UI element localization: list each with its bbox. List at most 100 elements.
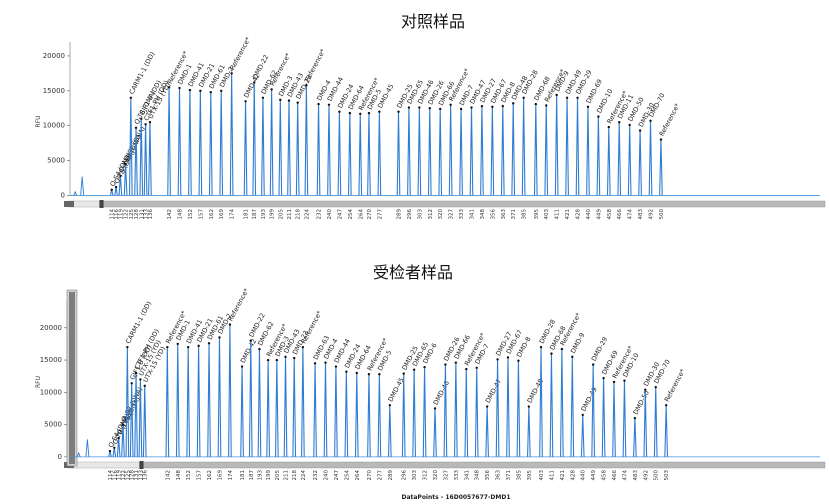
size-label: 133 — [144, 209, 150, 220]
size-label: 303 — [417, 209, 423, 220]
peak-marker — [581, 413, 584, 417]
size-label: 363 — [501, 209, 507, 220]
peak-marker — [317, 102, 320, 106]
peak-marker — [199, 89, 202, 93]
size-label: 169 — [217, 470, 223, 481]
peak-56 — [648, 120, 653, 196]
peak-11 — [175, 343, 180, 457]
peak-label: DMD-50 — [632, 389, 651, 416]
size-label: 119 — [117, 470, 123, 481]
peak-33 — [407, 107, 411, 196]
peak-marker — [108, 449, 112, 453]
peak-marker — [565, 96, 569, 99]
size-label: 142 — [165, 470, 171, 481]
peak-18 — [248, 340, 253, 457]
y-tick-label: 15000 — [40, 356, 62, 364]
peak-7 — [134, 372, 138, 457]
peak-marker — [197, 344, 200, 348]
peak-marker — [654, 385, 657, 389]
peak-marker — [402, 372, 405, 375]
vertical-scroll-thumb[interactable] — [69, 292, 75, 464]
peak-marker — [527, 405, 531, 408]
scale-bar-start-block[interactable] — [64, 201, 74, 207]
size-label: 277 — [377, 209, 383, 220]
size-label: 458 — [607, 209, 613, 220]
peak-marker — [110, 188, 113, 192]
peak-marker — [287, 99, 291, 102]
peak-marker — [305, 84, 308, 87]
peak-20 — [269, 89, 274, 196]
peak-22 — [287, 100, 291, 196]
peak-35 — [427, 108, 432, 196]
size-label: 341 — [464, 470, 470, 481]
size-label: 119 — [118, 209, 124, 220]
scale-bar-left — [67, 461, 140, 469]
peak-31 — [377, 111, 382, 196]
size-label: 142 — [167, 209, 173, 220]
peak-label: DMD-29 — [590, 336, 609, 363]
y-tick-label: 0 — [61, 191, 65, 199]
peak-16 — [228, 324, 232, 457]
size-label: 114 — [110, 209, 116, 220]
size-label: 199 — [266, 470, 272, 481]
peak-16 — [229, 73, 234, 196]
size-label: 466 — [617, 209, 623, 220]
peak-marker — [644, 388, 647, 391]
peak-43 — [506, 357, 510, 457]
peak-29 — [358, 113, 363, 196]
size-label: 348 — [475, 470, 481, 481]
size-label: 474 — [622, 470, 628, 481]
peak-label: Reference* — [303, 47, 327, 83]
peak-44 — [521, 97, 526, 196]
size-label: 411 — [555, 209, 561, 220]
peak-55 — [638, 130, 642, 196]
size-label: 157 — [198, 209, 204, 220]
size-label: 270 — [367, 209, 373, 220]
peak-49 — [570, 356, 575, 457]
peak-marker — [633, 416, 637, 420]
peak-marker — [367, 373, 371, 376]
size-label: 449 — [596, 209, 602, 220]
scale-bar-handle[interactable] — [99, 200, 104, 208]
size-label: 193 — [257, 470, 263, 481]
size-label: 247 — [337, 209, 343, 220]
size-label: 254 — [348, 209, 354, 220]
peak-30 — [367, 374, 371, 457]
peak-50 — [580, 414, 585, 457]
peak-37 — [443, 364, 448, 457]
peak-label: Reference* — [227, 286, 251, 322]
y-tick-label: 5000 — [47, 157, 65, 165]
peak-marker — [266, 358, 270, 362]
size-label: 264 — [355, 470, 361, 481]
peak-marker — [167, 86, 171, 89]
peak-55 — [633, 418, 637, 457]
peak-57 — [659, 139, 663, 196]
size-label: 128 — [130, 470, 136, 481]
size-label: 403 — [539, 470, 545, 481]
peak-47 — [554, 94, 559, 196]
scale-bar-handle[interactable] — [139, 461, 144, 469]
size-label: 148 — [176, 470, 182, 481]
peak-marker — [228, 323, 232, 326]
peak-17 — [240, 366, 244, 457]
peak-15 — [219, 90, 224, 196]
size-label: 240 — [324, 470, 330, 481]
peak-marker — [628, 123, 631, 127]
peak-52 — [606, 127, 611, 196]
size-label: 466 — [612, 470, 618, 481]
peak-18 — [252, 82, 257, 196]
size-label: 131 — [134, 470, 140, 481]
peak-36 — [438, 108, 443, 196]
peak-30 — [367, 113, 371, 196]
peak-marker — [576, 96, 579, 99]
peak-marker — [664, 404, 668, 407]
peak-marker — [423, 365, 426, 369]
peak-marker — [119, 174, 122, 178]
size-label: 232 — [317, 209, 323, 220]
peak-13 — [198, 90, 203, 196]
peak-41 — [485, 406, 489, 457]
peak-57 — [653, 387, 658, 457]
size-label: 289 — [397, 209, 403, 220]
